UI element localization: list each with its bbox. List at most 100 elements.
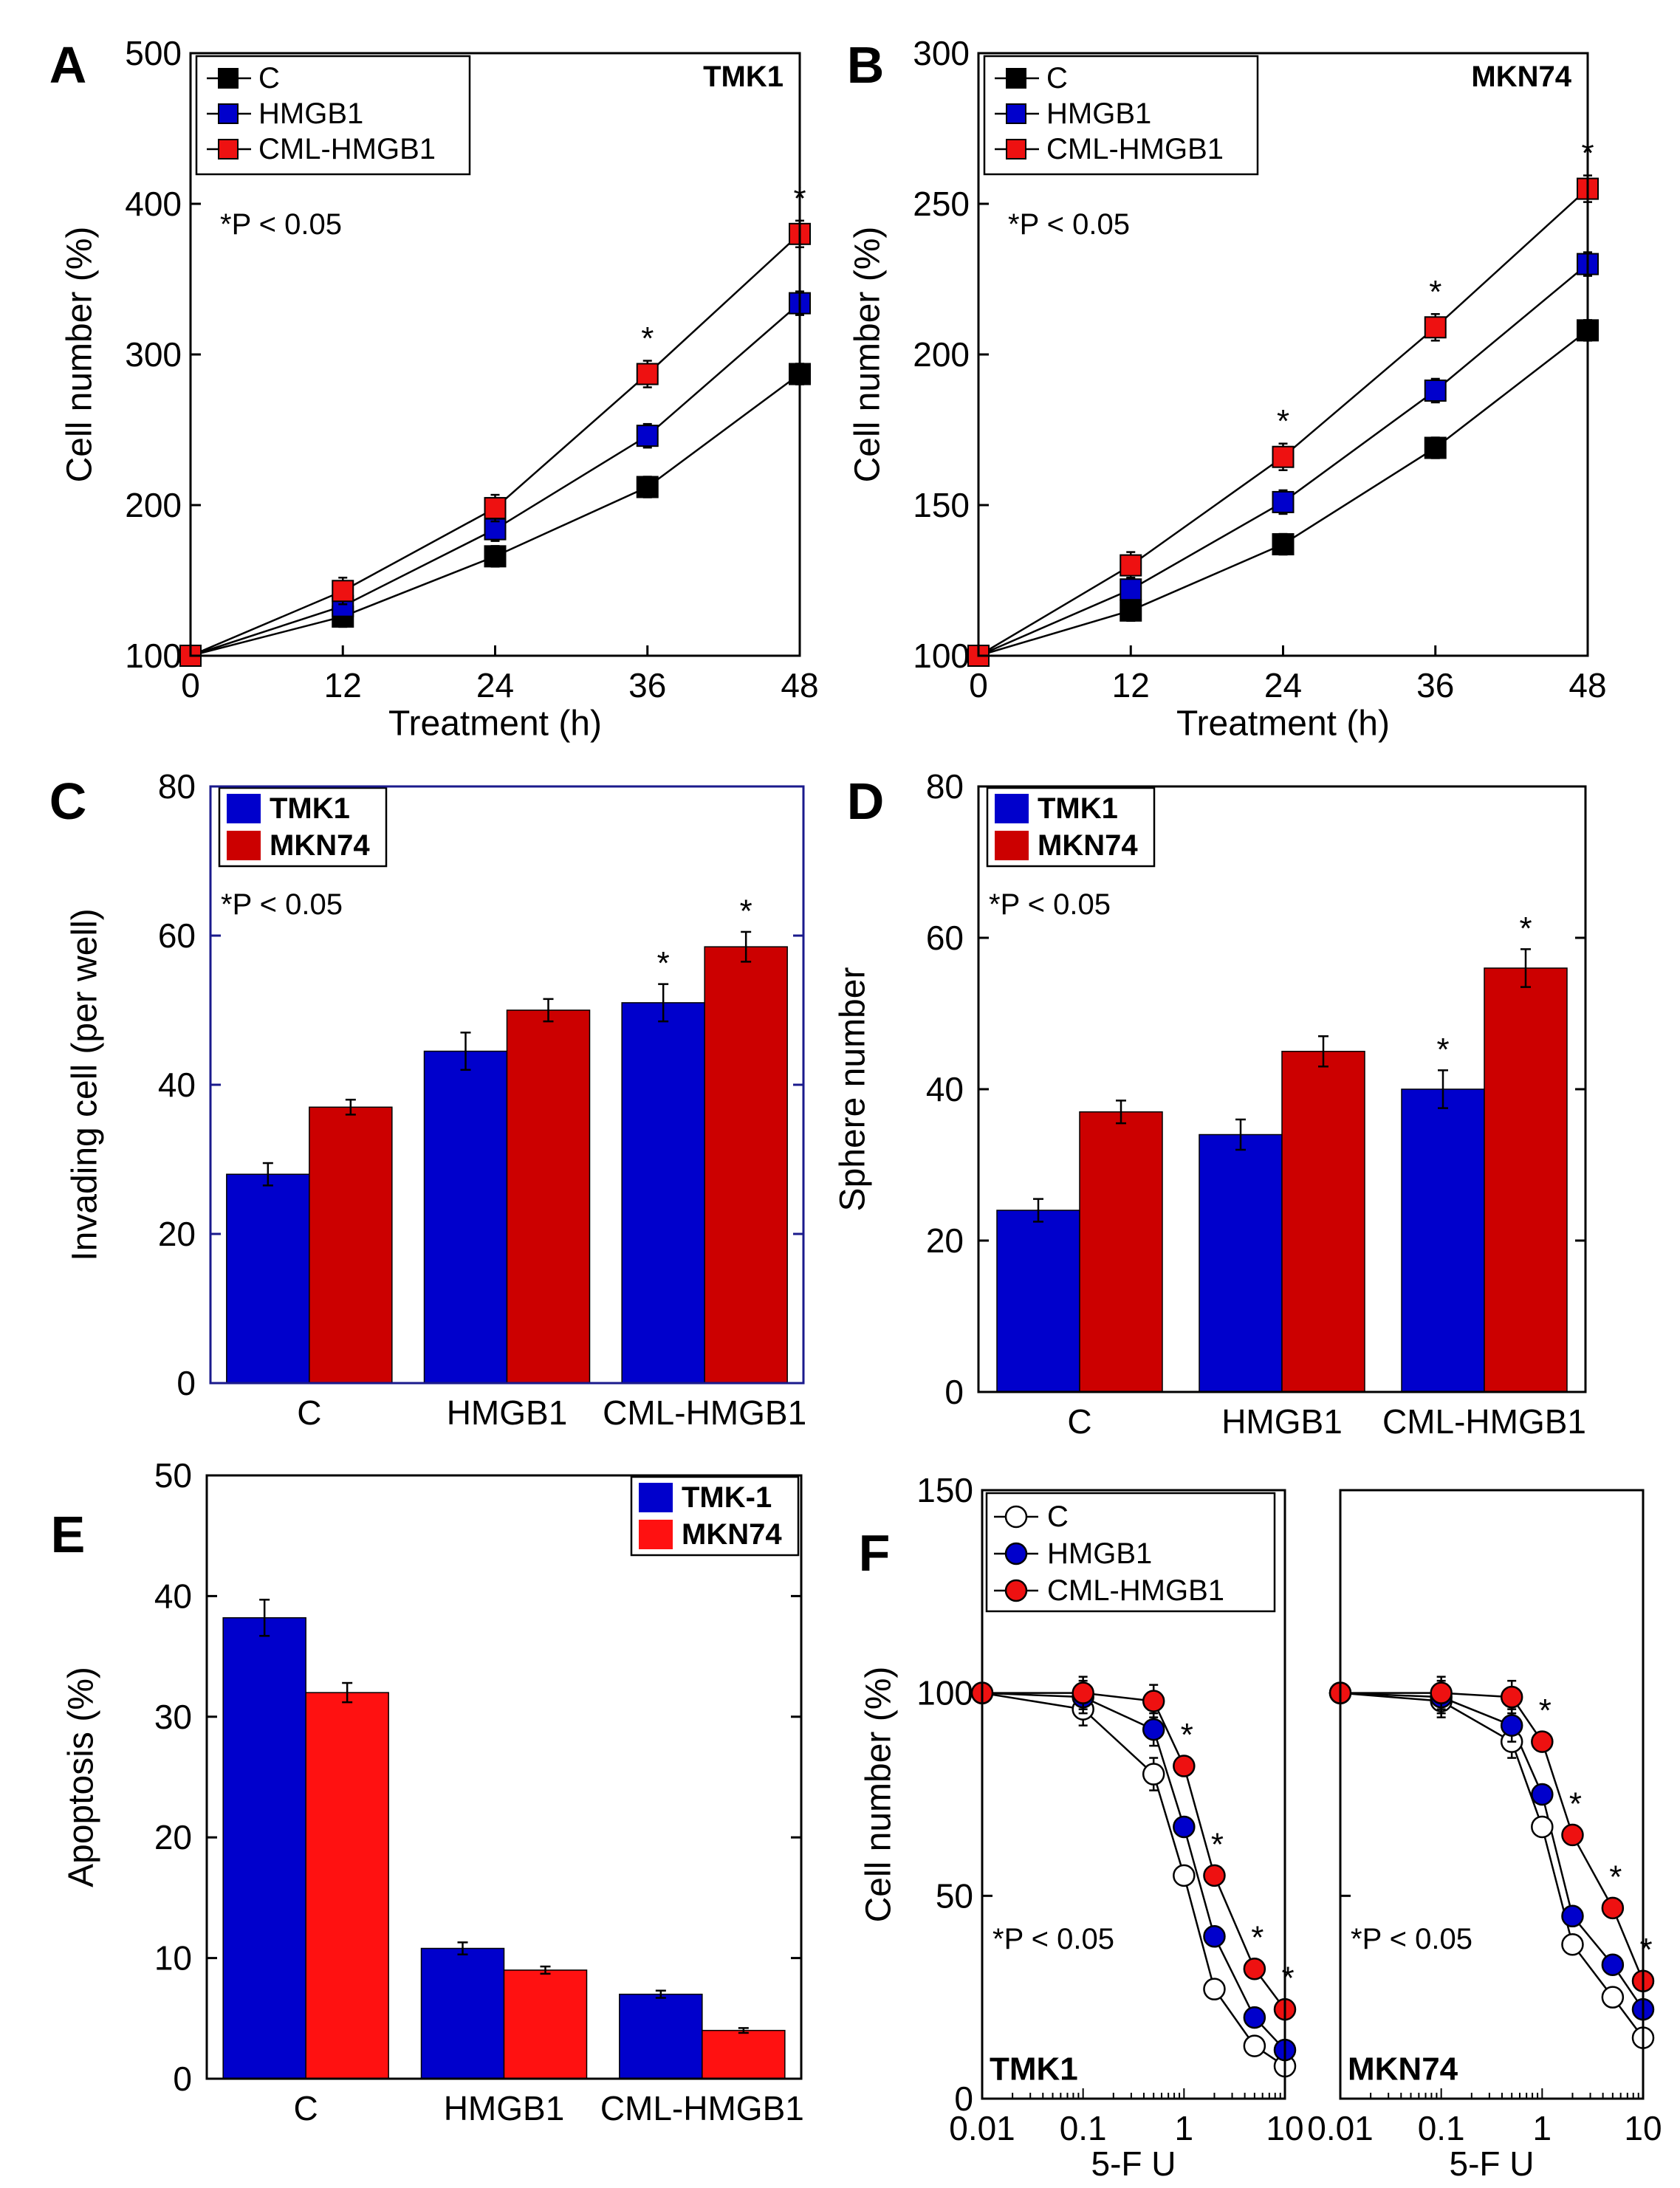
y-axis-label: Cell number (%) xyxy=(860,1667,899,1923)
x-tick-label: 0.1 xyxy=(1060,2109,1107,2147)
y-tick-label: 20 xyxy=(154,1818,192,1856)
y-tick-label: 60 xyxy=(158,916,196,955)
x-tick-label: 0 xyxy=(969,666,988,704)
bar xyxy=(226,1173,310,1384)
p-value-note: *P < 0.05 xyxy=(1008,208,1130,241)
series-line-1 xyxy=(1340,1692,1645,2010)
data-point xyxy=(1531,1783,1554,1806)
bar xyxy=(619,1993,703,2079)
legend-entry-2: CML-HMGB1 xyxy=(1046,133,1224,165)
category-label: C xyxy=(294,2089,318,2127)
data-point xyxy=(1142,1763,1165,1786)
bar xyxy=(305,1692,389,2079)
bar xyxy=(506,1009,591,1384)
bar xyxy=(420,1947,505,2079)
y-axis-label: Cell number (%) xyxy=(61,227,100,483)
y-tick-label: 200 xyxy=(913,335,970,374)
data-point xyxy=(1272,445,1295,468)
bar xyxy=(423,1050,508,1384)
y-axis-label: Apoptosis (%) xyxy=(62,1667,101,1887)
data-point xyxy=(1531,1730,1554,1753)
data-point xyxy=(1561,1933,1584,1956)
bar xyxy=(503,1969,588,2079)
series-line-2 xyxy=(190,233,800,657)
significance-star: * xyxy=(740,893,752,929)
cell-line-label: TMK1 xyxy=(703,61,784,93)
y-tick-label: 60 xyxy=(926,919,964,957)
p-value-note: *P < 0.05 xyxy=(989,888,1111,921)
legend-box xyxy=(195,55,471,176)
significance-star: * xyxy=(641,320,654,357)
legend-marker xyxy=(1004,1505,1028,1529)
plot-frame-F1 xyxy=(981,1489,1286,2100)
legend-marker xyxy=(218,139,239,160)
data-point xyxy=(1142,1690,1165,1712)
legend-entry-1: MKN74 xyxy=(270,829,370,862)
y-tick-label: 100 xyxy=(916,1674,973,1712)
bar xyxy=(222,1617,306,2079)
data-point xyxy=(1243,2006,1266,2029)
cell-line-label: TMK1 xyxy=(990,2051,1078,2088)
legend-swatch xyxy=(639,1520,673,1549)
x-axis-label: Treatment (h) xyxy=(1176,704,1390,744)
bar xyxy=(1281,1051,1365,1393)
y-tick-label: 250 xyxy=(913,185,970,223)
series-line-0 xyxy=(981,1692,1286,2068)
y-tick-label: 150 xyxy=(913,486,970,524)
cell-line-label: MKN74 xyxy=(1348,2051,1458,2088)
plot-frame-C xyxy=(209,785,805,1385)
x-tick-label: 36 xyxy=(1416,666,1454,704)
y-tick-label: 20 xyxy=(158,1215,196,1253)
data-point xyxy=(1203,1925,1226,1948)
x-tick-label: 36 xyxy=(628,666,666,704)
panel-B: 0 12 24 36 48 100 150 200 250 300 Treatment (h) Cel… xyxy=(848,34,1607,744)
legend-entry-0: TMK1 xyxy=(270,792,350,825)
data-point xyxy=(1601,1953,1625,1976)
panel-letter-B: B xyxy=(847,36,885,94)
category-label: CML-HMGB1 xyxy=(603,1393,806,1432)
legend-entry-1: HMGB1 xyxy=(1046,97,1151,130)
legend-marker xyxy=(218,103,239,124)
y-tick-label: 300 xyxy=(913,34,970,72)
y-tick-label: 100 xyxy=(125,637,182,675)
y-tick-label: 500 xyxy=(125,34,182,72)
significance-star: * xyxy=(657,945,670,981)
bar xyxy=(702,2029,786,2079)
y-tick-label: 20 xyxy=(926,1221,964,1260)
legend-entry-2: CML-HMGB1 xyxy=(258,133,436,165)
bar xyxy=(621,1002,705,1384)
significance-star: * xyxy=(1251,1920,1264,1956)
data-point xyxy=(1601,1896,1625,1920)
bar xyxy=(704,946,788,1384)
significance-star: * xyxy=(1429,274,1441,310)
bar xyxy=(309,1106,393,1384)
data-point xyxy=(1142,1718,1165,1741)
legend-marker xyxy=(1004,1542,1028,1565)
legend-entry-0: TMK1 xyxy=(1038,792,1118,825)
plot-frame-B xyxy=(977,52,1589,657)
panel-A: 0 12 24 36 48 100 200 300 400 500 Treatment (h) Cel… xyxy=(61,34,819,744)
data-point xyxy=(332,580,354,603)
x-axis-label: 5-F U xyxy=(1450,2144,1535,2183)
x-tick-label: 48 xyxy=(781,666,818,704)
legend-swatch xyxy=(995,794,1029,823)
significance-star: * xyxy=(1519,910,1532,947)
panel-letter-E: E xyxy=(51,1506,86,1563)
data-point xyxy=(484,545,507,568)
series-line-0 xyxy=(1340,1692,1645,2039)
legend-entry-0: C xyxy=(1047,1501,1069,1533)
x-tick-label: 10 xyxy=(1624,2109,1662,2147)
data-point xyxy=(1561,1823,1584,1847)
x-tick-label: 12 xyxy=(1112,666,1150,704)
legend-swatch xyxy=(639,1483,673,1512)
x-tick-label: 48 xyxy=(1568,666,1606,704)
legend-marker xyxy=(218,68,239,89)
data-point xyxy=(1424,316,1447,339)
data-point xyxy=(1424,436,1447,459)
x-tick-label: 0.01 xyxy=(1307,2109,1374,2147)
legend-marker xyxy=(1006,68,1026,89)
significance-star: * xyxy=(1211,1826,1224,1862)
y-tick-label: 150 xyxy=(916,1471,973,1509)
panel-D: 0 20 40 60 80 Sphere number C HMGB1 * * CML-HMGB1 *… xyxy=(834,767,1587,1441)
legend-box xyxy=(983,55,1259,176)
